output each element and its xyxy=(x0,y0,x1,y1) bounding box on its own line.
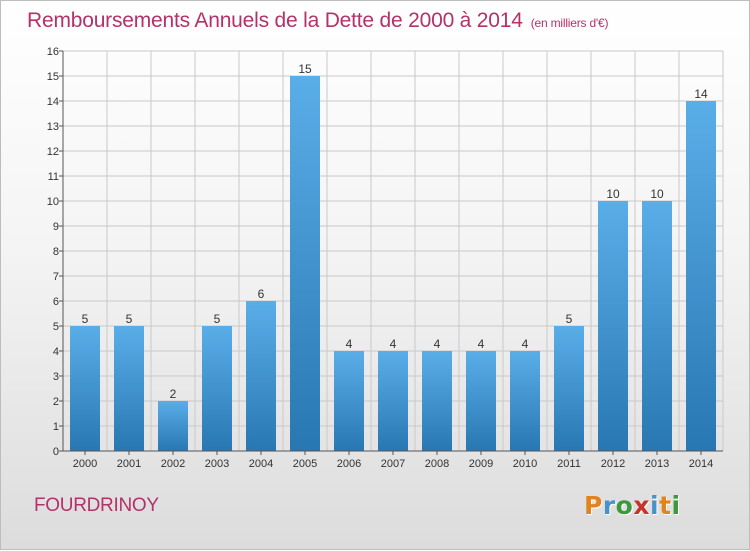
commune-name: FOURDRINOY xyxy=(34,495,159,516)
x-tick-label-2009: 2009 xyxy=(469,458,493,470)
logo-letter: i xyxy=(671,491,681,520)
bar-2004 xyxy=(246,301,276,451)
x-tick-label-2007: 2007 xyxy=(381,458,405,470)
y-tick-label: 14 xyxy=(47,96,59,108)
y-tick-label: 16 xyxy=(47,46,59,58)
value-label-2011: 5 xyxy=(566,312,573,326)
value-label-2009: 4 xyxy=(478,337,485,351)
value-label-2003: 5 xyxy=(214,312,221,326)
chart-title-text: Remboursements Annuels de la Dette de 20… xyxy=(27,9,523,32)
y-tick-label: 2 xyxy=(53,396,59,408)
value-label-2013: 10 xyxy=(650,187,664,201)
value-label-2001: 5 xyxy=(126,312,133,326)
y-tick-label: 8 xyxy=(53,246,59,258)
x-tick-label-2006: 2006 xyxy=(337,458,361,470)
value-label-2010: 4 xyxy=(522,337,529,351)
bar-2012 xyxy=(598,201,628,451)
bar-2008 xyxy=(422,351,452,451)
bar-2006 xyxy=(334,351,364,451)
x-tick-label-2004: 2004 xyxy=(249,458,273,470)
x-tick-label-2001: 2001 xyxy=(117,458,141,470)
logo-letter: t xyxy=(659,491,672,520)
bar-2010 xyxy=(510,351,540,451)
y-tick-label: 9 xyxy=(53,221,59,233)
x-tick-label-2002: 2002 xyxy=(161,458,185,470)
y-tick-label: 15 xyxy=(47,71,59,83)
bar-2000 xyxy=(70,326,100,451)
y-tick-label: 4 xyxy=(53,346,59,358)
x-tick-label-2010: 2010 xyxy=(513,458,537,470)
logo-letter: o xyxy=(615,491,634,520)
y-tick-label: 5 xyxy=(53,321,59,333)
x-tick-label-2000: 2000 xyxy=(73,458,97,470)
x-tick-label-2005: 2005 xyxy=(293,458,317,470)
x-tick-label-2008: 2008 xyxy=(425,458,449,470)
y-tick-label: 3 xyxy=(53,371,59,383)
bar-2013 xyxy=(642,201,672,451)
y-tick-label: 6 xyxy=(53,296,59,308)
y-tick-label: 13 xyxy=(47,121,59,133)
value-label-2012: 10 xyxy=(606,187,620,201)
value-label-2002: 2 xyxy=(170,387,177,401)
x-tick-label-2011: 2011 xyxy=(557,458,581,470)
bar-2007 xyxy=(378,351,408,451)
x-tick-label-2003: 2003 xyxy=(205,458,229,470)
value-label-2014: 14 xyxy=(694,87,708,101)
logo-letter: r xyxy=(602,491,616,520)
labels: 0123456789101112131415165200052001220025… xyxy=(47,46,713,470)
bar-2011 xyxy=(554,326,584,451)
axes xyxy=(59,50,723,455)
x-tick-label-2014: 2014 xyxy=(689,458,713,470)
x-tick-label-2012: 2012 xyxy=(601,458,625,470)
bar-2005 xyxy=(290,76,320,451)
bar-2003 xyxy=(202,326,232,451)
value-label-2000: 5 xyxy=(82,312,89,326)
y-tick-label: 0 xyxy=(53,446,59,458)
y-tick-label: 10 xyxy=(47,196,59,208)
logo-letter: x xyxy=(633,491,650,520)
logo-letter: P xyxy=(584,491,603,520)
y-tick-label: 7 xyxy=(53,271,59,283)
value-label-2008: 4 xyxy=(434,337,441,351)
y-tick-label: 1 xyxy=(53,421,59,433)
proxiti-logo: Proxiti xyxy=(584,491,681,520)
value-label-2006: 4 xyxy=(346,337,353,351)
x-tick-label-2013: 2013 xyxy=(645,458,669,470)
y-tick-label: 12 xyxy=(47,146,59,158)
bar-2001 xyxy=(114,326,144,451)
value-label-2004: 6 xyxy=(258,287,265,301)
chart-title: Remboursements Annuels de la Dette de 20… xyxy=(27,9,608,33)
bar-2014 xyxy=(686,101,716,451)
y-tick-label: 11 xyxy=(48,171,59,183)
chart-unit-note: (en milliers d'€) xyxy=(530,16,609,30)
value-label-2007: 4 xyxy=(390,337,397,351)
value-label-2005: 15 xyxy=(298,62,312,76)
bars xyxy=(70,76,716,451)
logo-letter: i xyxy=(650,491,660,520)
bar-2002 xyxy=(158,401,188,451)
bar-2009 xyxy=(466,351,496,451)
